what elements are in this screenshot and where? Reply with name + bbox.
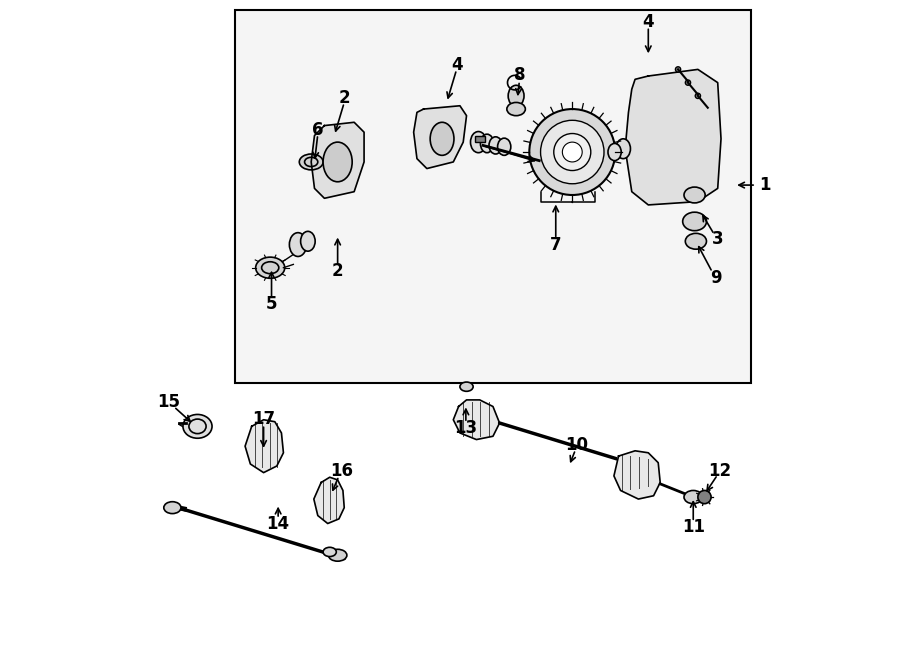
Text: 2: 2 — [332, 262, 344, 280]
Bar — [235, 10, 751, 383]
Ellipse shape — [460, 382, 473, 391]
Polygon shape — [414, 106, 466, 169]
Text: 3: 3 — [712, 230, 724, 249]
Ellipse shape — [164, 502, 181, 514]
Ellipse shape — [481, 134, 493, 153]
Ellipse shape — [541, 120, 604, 184]
Ellipse shape — [529, 109, 616, 195]
Text: 17: 17 — [252, 410, 275, 428]
Ellipse shape — [300, 154, 323, 170]
Circle shape — [695, 93, 700, 98]
Ellipse shape — [256, 257, 284, 278]
Polygon shape — [626, 69, 721, 205]
Polygon shape — [314, 477, 344, 524]
Ellipse shape — [183, 414, 212, 438]
Text: 15: 15 — [158, 393, 181, 411]
Ellipse shape — [430, 122, 454, 155]
Circle shape — [685, 80, 690, 85]
Text: 11: 11 — [681, 518, 705, 537]
Polygon shape — [311, 122, 364, 198]
Text: 16: 16 — [330, 461, 353, 480]
Text: 4: 4 — [451, 56, 463, 74]
Ellipse shape — [508, 85, 524, 106]
Ellipse shape — [489, 137, 502, 154]
Ellipse shape — [507, 102, 526, 116]
Polygon shape — [245, 420, 284, 473]
Polygon shape — [454, 400, 500, 440]
Text: 10: 10 — [565, 436, 589, 454]
Text: 7: 7 — [550, 235, 562, 254]
Text: 1: 1 — [760, 176, 770, 194]
Ellipse shape — [301, 231, 315, 251]
Ellipse shape — [683, 212, 706, 231]
Ellipse shape — [684, 490, 703, 504]
Ellipse shape — [328, 549, 346, 561]
Text: 5: 5 — [266, 295, 277, 313]
Text: 8: 8 — [514, 66, 526, 85]
Ellipse shape — [498, 138, 511, 155]
Ellipse shape — [608, 143, 621, 161]
Ellipse shape — [684, 187, 705, 203]
Circle shape — [675, 67, 680, 72]
Text: 12: 12 — [708, 461, 732, 480]
Circle shape — [562, 142, 582, 162]
Ellipse shape — [471, 132, 486, 153]
Bar — [475, 136, 485, 142]
Circle shape — [554, 134, 590, 171]
Text: 4: 4 — [643, 13, 654, 31]
Ellipse shape — [616, 139, 631, 159]
Ellipse shape — [698, 490, 711, 504]
Ellipse shape — [323, 547, 337, 557]
Text: 9: 9 — [710, 268, 722, 287]
Ellipse shape — [323, 142, 352, 182]
Text: 14: 14 — [266, 515, 290, 533]
Text: 2: 2 — [338, 89, 350, 107]
Polygon shape — [614, 451, 661, 499]
Text: 6: 6 — [312, 120, 323, 139]
Ellipse shape — [685, 233, 706, 249]
Ellipse shape — [290, 233, 307, 256]
Text: 13: 13 — [454, 419, 477, 438]
